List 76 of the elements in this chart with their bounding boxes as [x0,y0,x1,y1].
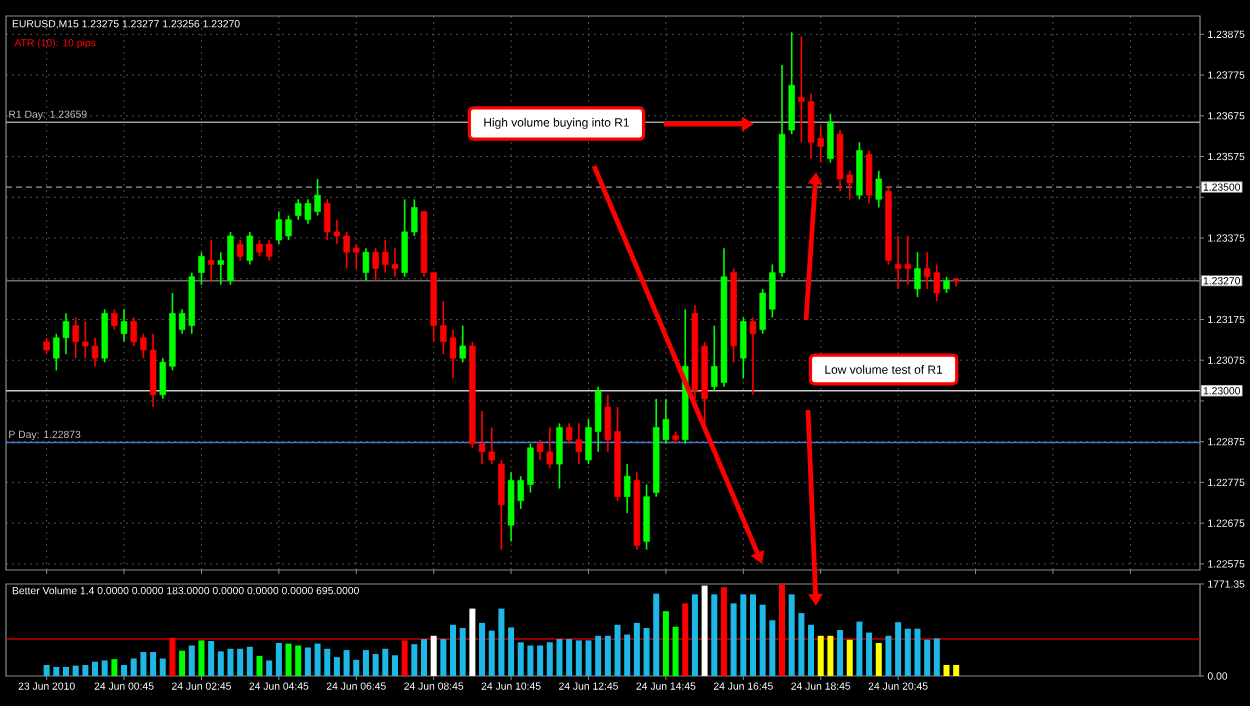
bar [856,621,863,676]
bar [237,648,244,676]
candlestick [120,308,128,343]
bar [866,632,873,676]
bar [508,627,515,676]
bar [672,626,679,676]
bar [62,666,69,676]
bar [933,638,940,676]
bar [304,647,311,676]
bar [924,639,931,676]
bar [246,646,253,676]
bar [595,635,602,676]
candlestick [459,324,466,364]
candlestick [198,251,205,286]
bar [450,624,457,676]
bar [101,660,108,676]
candlestick [875,169,882,209]
bar [430,635,437,676]
bar [188,645,195,676]
bar [633,622,640,676]
bar [749,594,756,676]
bar [885,635,892,676]
bar [111,659,118,676]
candlestick [827,112,834,164]
candlestick [624,463,631,514]
bar [604,635,611,676]
candlestick [865,149,873,205]
bar [459,628,466,676]
bar [179,650,186,676]
bar [150,652,157,676]
bar [159,658,166,676]
bar [779,584,786,676]
candlestick [856,141,863,201]
candlestick [498,459,505,551]
bar [479,622,486,676]
bar [266,660,273,676]
bar [701,585,708,676]
candlestick [914,251,921,298]
bar [421,639,427,676]
candlestick [207,239,215,282]
bar [662,611,669,676]
bar [682,603,689,676]
bar [566,639,573,676]
bar [846,639,853,676]
bar [411,644,418,676]
bar [720,587,727,676]
candlestick [111,308,118,331]
candlestick [101,308,108,364]
bar [198,640,205,676]
bar [391,655,398,676]
bar [169,637,176,676]
candlestick [362,247,370,282]
bar [895,622,902,676]
bar [469,608,476,676]
bar [837,629,844,676]
bar [121,664,128,676]
bar [333,657,340,676]
candlestick [246,231,254,266]
bar [711,594,718,676]
candlestick [788,31,795,135]
bar [875,642,882,676]
candlestick [556,422,563,490]
bar [275,642,282,676]
bar [362,650,369,676]
bar [440,639,447,676]
bar [537,645,544,676]
candlestick [749,316,757,396]
bar [691,594,698,676]
bar [92,661,99,676]
candlestick [643,483,650,551]
candlestick [740,316,747,380]
bar [808,624,815,676]
bar [208,640,215,676]
candlestick [236,239,244,262]
bar [401,640,408,676]
bar [256,655,263,676]
